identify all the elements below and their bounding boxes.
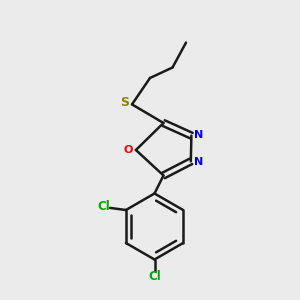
Text: N: N (194, 157, 203, 167)
Text: Cl: Cl (97, 200, 110, 213)
Text: Cl: Cl (148, 270, 161, 284)
Text: S: S (120, 95, 129, 109)
Text: O: O (124, 145, 133, 155)
Text: N: N (194, 130, 203, 140)
